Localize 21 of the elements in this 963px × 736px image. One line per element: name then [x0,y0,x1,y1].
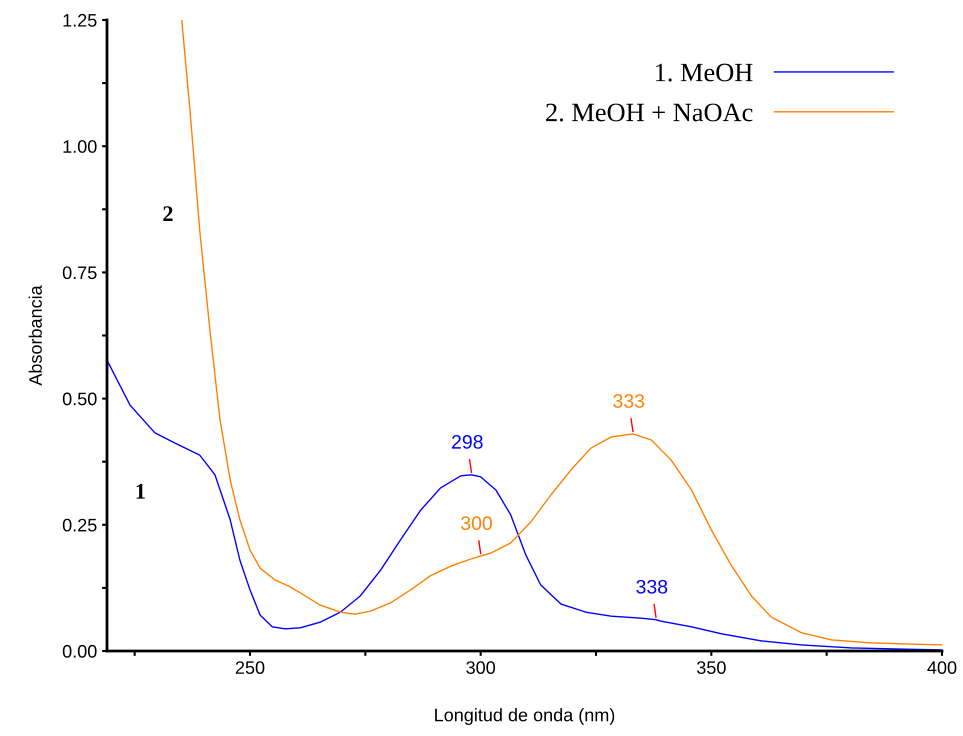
legend-label: 2. MeOH + NaOAc [546,104,753,122]
legend-label: 1. MeOH [656,64,753,82]
annotation: 333 [613,394,644,408]
x-tick-label: 400 [927,661,956,674]
y-tick-label: 0.00 [62,644,97,658]
y-tick-label: 0.25 [62,518,97,532]
y-tick-label: 0.75 [62,266,97,280]
annotation: 2 [163,206,173,221]
y-tick-label: 1.00 [64,140,97,153]
y-axis-title: Absorbancia [28,285,42,386]
y-tick-label: 0.50 [62,392,97,406]
line-series [181,20,942,646]
x-tick-label: 300 [466,661,496,674]
y-tick-label: 1.25 [64,14,97,27]
x-tick-label: 350 [696,661,726,674]
x-tick-label: 250 [236,661,264,674]
x-axis-title: Longitud de onda (nm) [435,708,614,725]
annotation: 298 [452,434,483,449]
annotation: 338 [636,580,668,594]
annotation: 1 [136,484,145,499]
annotation: 300 [461,516,492,530]
